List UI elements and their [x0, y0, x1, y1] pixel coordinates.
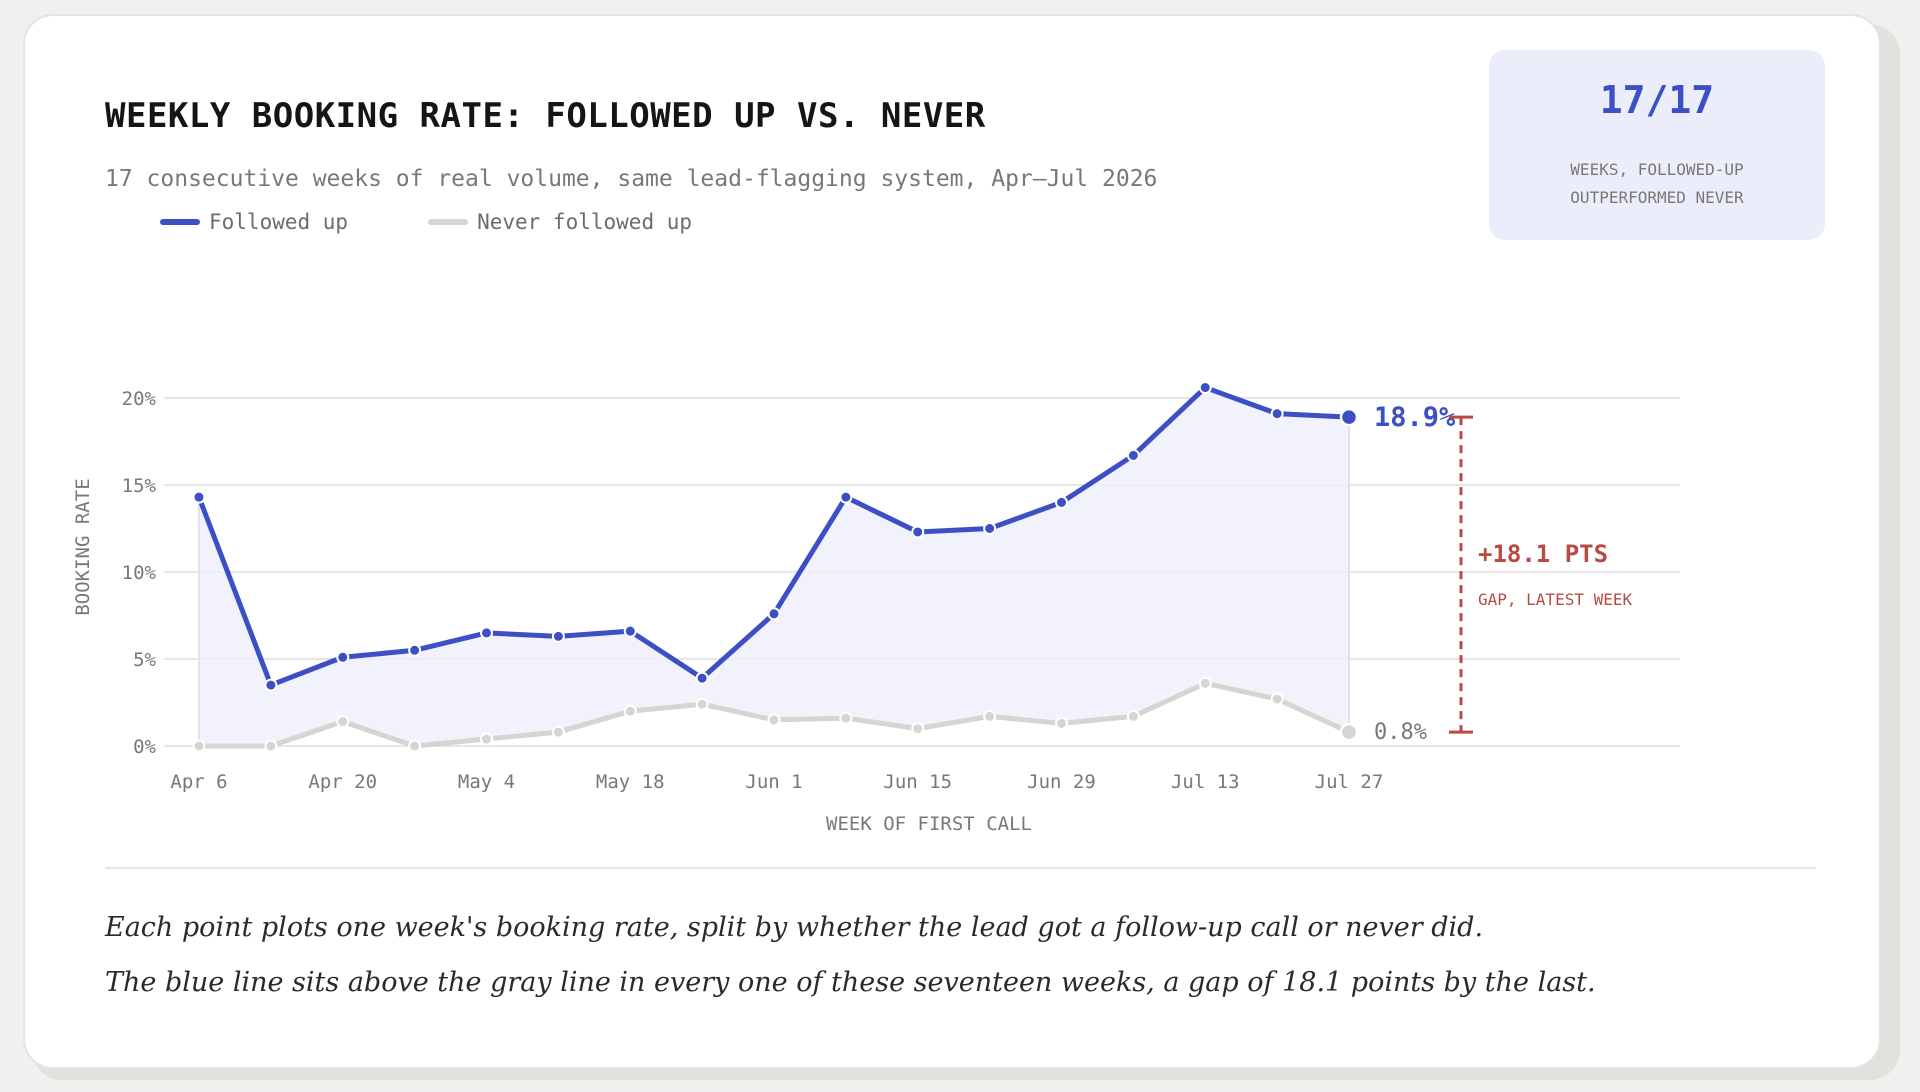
data-point-never: [839, 711, 853, 725]
data-point-followed: [1055, 495, 1068, 509]
caption-divider: [105, 867, 1816, 869]
kpi-label: WEEKS, FOLLOWED-UP OUTPERFORMED NEVER: [1570, 160, 1744, 207]
data-point-never: [983, 709, 997, 723]
data-point-followed: [1126, 448, 1140, 462]
data-point-followed: [839, 490, 853, 504]
data-point-followed: [1198, 381, 1212, 395]
y-tick-label: 5%: [133, 649, 156, 671]
data-point-never: [1198, 676, 1212, 690]
legend-item-followed: Followed up: [160, 210, 348, 234]
data-point-never: [1126, 709, 1140, 723]
x-axis-title: WEEK OF FIRST CALL: [826, 813, 1032, 835]
y-axis-title: BOOKING RATE: [72, 478, 94, 615]
data-point-never: [1270, 692, 1284, 706]
gap-annotation-label: +18.1 PTS: [1478, 540, 1608, 568]
chart-legend: Followed up Never followed up: [160, 210, 772, 234]
legend-swatch-followed: [160, 219, 200, 225]
data-point-followed: [767, 607, 781, 621]
data-point-followed: [1339, 407, 1359, 427]
legend-item-never: Never followed up: [428, 210, 692, 234]
data-point-followed: [408, 643, 422, 657]
y-tick-label: 15%: [122, 475, 157, 497]
end-label-never: 0.8%: [1374, 720, 1427, 745]
data-point-followed: [480, 626, 493, 640]
data-point-never: [1055, 716, 1068, 730]
x-tick-label: Jul 13: [1171, 771, 1240, 793]
data-point-followed: [911, 525, 925, 539]
kpi-value: 17/17: [1599, 78, 1715, 122]
data-point-followed: [336, 650, 350, 664]
data-point-followed: [695, 671, 709, 685]
data-point-never: [480, 732, 493, 746]
y-tick-label: 20%: [122, 388, 157, 410]
data-point-never: [623, 704, 637, 718]
data-point-followed: [551, 629, 565, 643]
x-tick-label: Jun 1: [745, 771, 802, 793]
data-point-never: [1339, 722, 1359, 742]
x-tick-label: Jul 27: [1315, 771, 1384, 793]
data-point-never: [264, 739, 278, 753]
end-label-followed: 18.9%: [1374, 402, 1456, 433]
data-point-never: [336, 715, 350, 729]
gap-area: [199, 387, 1349, 746]
data-point-never: [767, 713, 781, 727]
x-tick-label: May 18: [596, 771, 665, 793]
gap-annotation-sublabel: GAP, LATEST WEEK: [1478, 590, 1632, 609]
legend-swatch-never: [428, 219, 469, 225]
caption-line-1: Each point plots one week's booking rate…: [105, 912, 1484, 943]
legend-label-followed: Followed up: [209, 210, 349, 234]
x-tick-label: May 4: [458, 771, 515, 793]
data-point-followed: [623, 624, 637, 638]
data-point-followed: [1270, 407, 1284, 421]
caption-line-2: The blue line sits above the gray line i…: [105, 967, 1596, 998]
x-tick-label: Jun 15: [883, 771, 952, 793]
chart-subtitle: 17 consecutive weeks of real volume, sam…: [105, 166, 1158, 192]
y-tick-label: 10%: [122, 562, 157, 584]
data-point-never: [192, 739, 206, 753]
chart-title: WEEKLY BOOKING RATE: FOLLOWED UP VS. NEV…: [105, 96, 986, 136]
legend-label-never: Never followed up: [477, 210, 693, 234]
data-point-never: [911, 722, 925, 736]
x-tick-label: Apr 6: [170, 771, 227, 793]
data-point-followed: [192, 490, 206, 504]
data-point-never: [551, 725, 565, 739]
data-point-followed: [264, 678, 278, 692]
x-tick-label: Apr 20: [308, 771, 377, 793]
data-point-never: [695, 697, 709, 711]
data-point-never: [408, 739, 422, 753]
data-point-followed: [983, 522, 997, 535]
kpi-card: 17/17 WEEKS, FOLLOWED-UP OUTPERFORMED NE…: [1489, 50, 1825, 240]
x-tick-label: Jun 29: [1027, 771, 1096, 793]
y-tick-label: 0%: [133, 736, 156, 758]
